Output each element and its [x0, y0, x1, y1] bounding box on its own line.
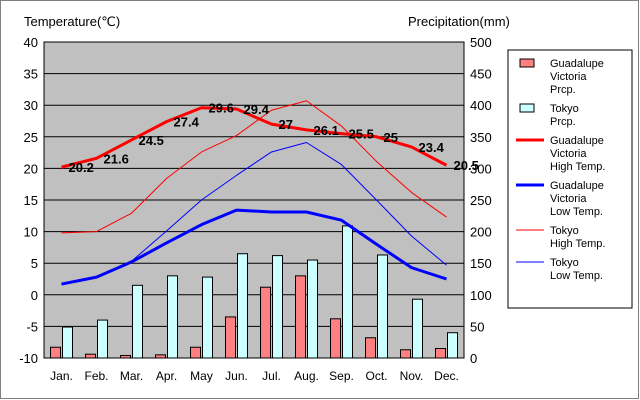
left-tick-label: 35: [24, 67, 38, 82]
month-tick-label: Jun.: [225, 369, 248, 383]
left-tick-label: 20: [24, 161, 38, 176]
bar-guadalupe-victoria-prcp: [225, 316, 236, 359]
bar-tokyo-prcp: [412, 298, 423, 359]
right-tick-label: 250: [470, 193, 492, 208]
bar-tokyo-prcp: [132, 284, 143, 359]
month-tick-label: Oct.: [365, 369, 387, 383]
data-label: 24.5: [139, 133, 164, 148]
line-tokyo-high-temp: [61, 100, 447, 234]
legend-entry-text: Prcp.: [550, 116, 576, 128]
bar-guadalupe-victoria-prcp: [85, 353, 96, 359]
bar-guadalupe-victoria-prcp: [260, 286, 271, 359]
data-label: 26.1: [314, 123, 339, 138]
legend-entry-text: Tokyo: [550, 103, 579, 115]
legend-swatch: [519, 103, 535, 113]
month-tick-label: Jul.: [262, 369, 281, 383]
legend-entry-text: Victoria: [550, 71, 587, 83]
data-label: 25: [384, 130, 398, 145]
left-tick-label: 0: [31, 288, 38, 303]
data-label: 29.6: [209, 101, 234, 116]
data-label: 27: [279, 117, 293, 132]
right-tick-label: 200: [470, 225, 492, 240]
legend-entry-text: High Temp.: [550, 238, 605, 250]
month-tick-label: Aug.: [294, 369, 319, 383]
legend-entry-text: Victoria: [550, 193, 587, 205]
bar-tokyo-prcp: [97, 319, 108, 359]
left-axis-label: Temperature(℃): [24, 14, 120, 29]
legend-swatch: [519, 58, 535, 68]
left-tick-label: 40: [24, 35, 38, 50]
legend-entry-text: Guadalupe: [550, 180, 604, 192]
right-tick-label: 450: [470, 67, 492, 82]
plot-area: -10-505101520253035400501001502002503003…: [19, 35, 492, 383]
left-tick-label: 5: [31, 256, 38, 271]
right-tick-label: 350: [470, 130, 492, 145]
bar-guadalupe-victoria-prcp: [330, 318, 341, 359]
right-axis-label: Precipitation(mm): [408, 14, 510, 29]
month-tick-label: Jan.: [50, 369, 73, 383]
bar-tokyo-prcp: [307, 259, 318, 359]
legend-entry-text: Guadalupe: [550, 58, 604, 70]
right-tick-label: 500: [470, 35, 492, 50]
legend-entry-text: High Temp.: [550, 161, 605, 173]
line-tokyo-low-temp: [61, 141, 447, 286]
right-tick-label: 50: [470, 319, 484, 334]
month-tick-label: Mar.: [120, 369, 143, 383]
data-label: 23.4: [419, 140, 445, 155]
right-tick-label: 400: [470, 98, 492, 113]
right-tick-label: 300: [470, 161, 492, 176]
left-tick-label: -5: [26, 319, 38, 334]
left-tick-label: -10: [19, 351, 38, 366]
bar-guadalupe-victoria-prcp: [435, 348, 446, 359]
left-tick-label: 15: [24, 193, 38, 208]
legend-entry-text: Victoria: [550, 148, 587, 160]
month-tick-label: May: [190, 369, 213, 383]
bar-tokyo-prcp: [167, 275, 178, 359]
bar-guadalupe-victoria-prcp: [295, 275, 306, 359]
legend-entry-text: Low Temp.: [550, 270, 603, 282]
data-label: 29.4: [244, 102, 270, 117]
legend-entry-text: Tokyo: [550, 225, 579, 237]
legend-entry-text: Prcp.: [550, 84, 576, 96]
bar-guadalupe-victoria-prcp: [400, 349, 411, 359]
left-tick-label: 10: [24, 225, 38, 240]
data-label: 20.2: [69, 160, 94, 175]
bar-tokyo-prcp: [62, 326, 73, 359]
data-label: 27.4: [174, 115, 200, 130]
legend-entry-text: Tokyo: [550, 257, 579, 269]
bar-tokyo-prcp: [342, 225, 353, 359]
data-label: 25.5: [349, 127, 374, 142]
legend-entry-text: Guadalupe: [550, 135, 604, 147]
right-tick-label: 150: [470, 256, 492, 271]
right-tick-label: 0: [470, 351, 477, 366]
legend: GuadalupeVictoriaPrcp.TokyoPrcp.Guadalup…: [507, 49, 633, 309]
bar-tokyo-prcp: [272, 255, 283, 359]
legend-box: [507, 49, 633, 309]
bar-tokyo-prcp: [377, 254, 388, 359]
month-tick-label: Feb.: [84, 369, 108, 383]
bar-tokyo-prcp: [447, 332, 458, 359]
month-tick-label: Dec.: [434, 369, 459, 383]
left-tick-label: 25: [24, 130, 38, 145]
bar-guadalupe-victoria-prcp: [190, 346, 201, 359]
plot-border: [43, 41, 465, 359]
bar-guadalupe-victoria-prcp: [50, 346, 61, 359]
bar-tokyo-prcp: [237, 253, 248, 359]
month-tick-label: Nov.: [400, 369, 424, 383]
data-label: 21.6: [104, 151, 129, 166]
month-tick-label: Apr.: [156, 369, 177, 383]
line-guadalupe-victoria-high-temp: [61, 106, 448, 169]
left-tick-label: 30: [24, 98, 38, 113]
legend-entry-text: Low Temp.: [550, 206, 603, 218]
month-tick-label: Sep.: [329, 369, 354, 383]
data-label: 20.5: [454, 158, 479, 173]
bar-tokyo-prcp: [202, 276, 213, 359]
right-tick-label: 100: [470, 288, 492, 303]
bar-guadalupe-victoria-prcp: [365, 337, 376, 359]
